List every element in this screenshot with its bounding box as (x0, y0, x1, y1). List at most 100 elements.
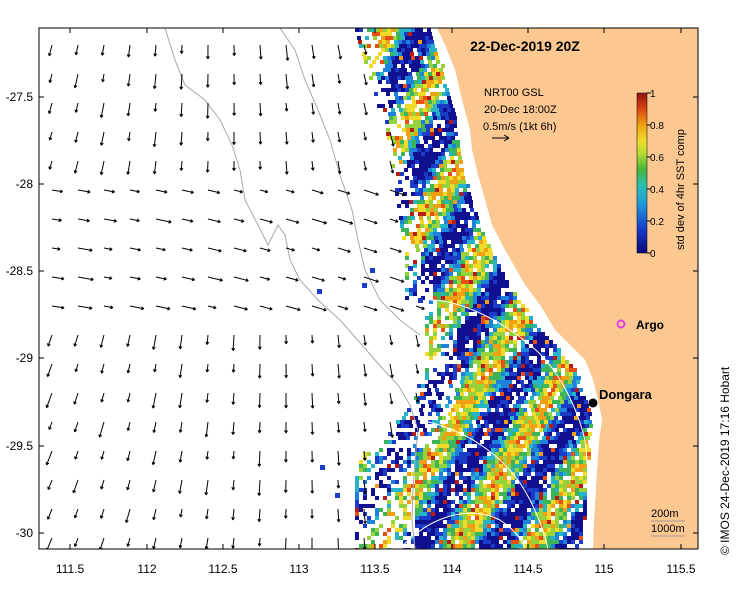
sst-cell (452, 196, 456, 200)
sst-cell (439, 540, 443, 544)
sst-cell (504, 440, 508, 444)
sst-cell (563, 504, 567, 508)
sst-cell (519, 456, 523, 460)
sst-cell (445, 232, 449, 236)
sst-cell (543, 472, 547, 476)
sst-cell (392, 100, 396, 104)
current-vector (77, 218, 90, 223)
sst-cell (387, 488, 391, 492)
sst-cell (428, 144, 432, 148)
sst-cell (444, 196, 448, 200)
sst-cell (551, 544, 555, 548)
sst-cell (477, 384, 481, 388)
sst-cell (506, 436, 510, 440)
sst-cell (445, 316, 449, 320)
sst-cell (521, 424, 525, 428)
sst-cell (429, 48, 433, 52)
sst-cell (563, 408, 567, 412)
sst-cell (525, 308, 529, 312)
sst-cell (579, 448, 583, 452)
sst-cell (521, 364, 525, 368)
sst-cell (432, 400, 436, 404)
sst-cell (403, 28, 407, 32)
sst-cell (455, 240, 459, 244)
sst-cell (408, 220, 412, 224)
sst-cell (577, 424, 581, 428)
sst-cell (499, 492, 503, 496)
sst-cell (423, 160, 427, 164)
sst-cell (479, 480, 483, 484)
sst-cell (434, 80, 438, 84)
sst-cell (428, 168, 432, 172)
sst-cell (421, 36, 425, 40)
sst-cell (507, 468, 511, 472)
current-vector (311, 218, 327, 225)
current-vector (155, 276, 167, 281)
sst-cell (387, 476, 391, 480)
sst-cell (492, 400, 496, 404)
sst-cell (467, 504, 471, 508)
sst-cell (441, 300, 445, 304)
sst-cell (545, 364, 549, 368)
sst-cell (452, 432, 456, 436)
sst-cell (407, 216, 411, 220)
sst-cell (450, 208, 454, 212)
sst-cell (543, 500, 547, 504)
sst-cell (447, 452, 451, 456)
sst-cell (567, 464, 571, 468)
sst-cell (484, 432, 488, 436)
sst-cell (458, 184, 462, 188)
sst-cell (516, 400, 520, 404)
sst-cell (495, 388, 499, 392)
sst-cell (571, 408, 575, 412)
sst-cell (426, 236, 430, 240)
sst-cell (479, 524, 483, 528)
sst-cell (509, 320, 513, 324)
sst-cell (393, 152, 397, 156)
sst-cell (489, 252, 493, 256)
current-vector (337, 305, 349, 311)
sst-cell (391, 512, 395, 516)
sst-cell (465, 364, 469, 368)
sst-cell (413, 232, 417, 236)
sst-cell (473, 252, 477, 256)
sst-cell (487, 512, 491, 516)
sst-cell (424, 168, 428, 172)
sst-cell (574, 416, 578, 420)
sst-cell (425, 256, 429, 260)
sst-cell (447, 108, 451, 112)
sst-cell (413, 284, 417, 288)
sst-cell (439, 544, 443, 548)
sst-cell (464, 420, 468, 424)
sst-cell (385, 120, 389, 124)
sst-cell (427, 512, 431, 516)
sst-cell (430, 156, 434, 160)
sst-cell (492, 420, 496, 424)
sst-cell (433, 264, 437, 268)
sst-cell (465, 340, 469, 344)
sst-cell (479, 476, 483, 480)
sst-cell (440, 172, 444, 176)
sst-cell (489, 364, 493, 368)
sst-cell (547, 448, 551, 452)
sst-cell (468, 196, 472, 200)
sst-cell (439, 408, 443, 412)
sst-cell (465, 360, 469, 364)
sst-cell (392, 112, 396, 116)
sst-cell (477, 308, 481, 312)
sst-cell (379, 460, 383, 464)
sst-cell (517, 368, 521, 372)
sst-cell (441, 344, 445, 348)
sst-cell (447, 508, 451, 512)
sst-cell (526, 436, 530, 440)
sst-cell (408, 420, 412, 424)
sst-cell (572, 412, 576, 416)
sst-cell (436, 144, 440, 148)
sst-cell (543, 460, 547, 464)
sst-cell (519, 468, 523, 472)
sst-cell (550, 416, 554, 420)
sst-cell (447, 96, 451, 100)
sst-cell (505, 324, 509, 328)
sst-cell (537, 376, 541, 380)
sst-cell (493, 272, 497, 276)
